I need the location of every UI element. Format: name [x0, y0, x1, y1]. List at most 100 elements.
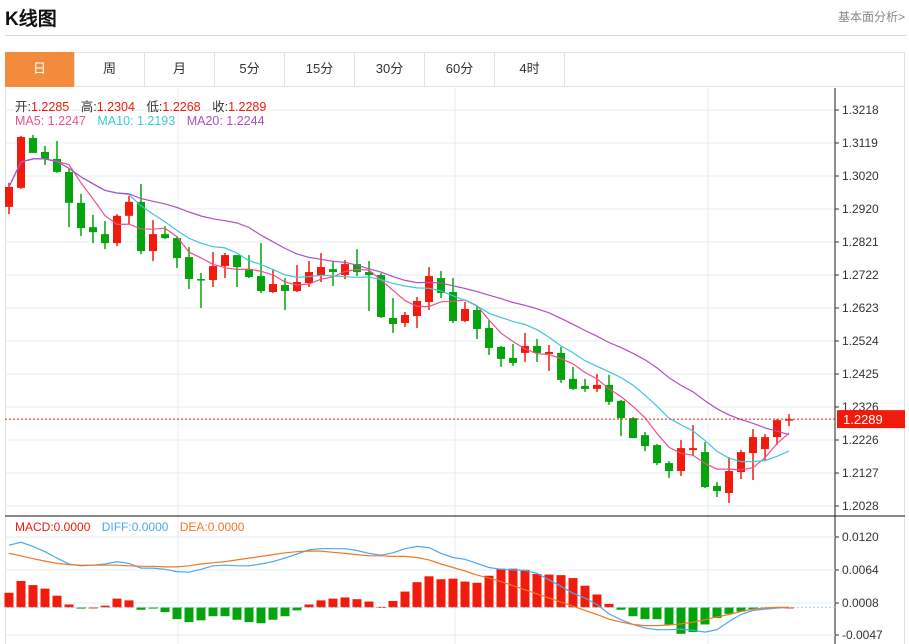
tab-30min[interactable]: 30分 — [355, 52, 425, 87]
candle-body — [533, 345, 541, 353]
candle — [281, 278, 289, 310]
macd-bar — [700, 607, 710, 625]
candle — [353, 249, 361, 277]
candle-body — [773, 420, 781, 438]
candle-body — [653, 445, 661, 464]
candle-body — [377, 275, 385, 317]
macd-bar — [220, 607, 230, 617]
close-label: 收: — [212, 100, 229, 114]
candle-body — [305, 272, 313, 284]
candle — [641, 432, 649, 452]
macd-bar — [4, 592, 14, 608]
candle-body — [173, 238, 181, 259]
candle — [533, 338, 541, 362]
tab-60min[interactable]: 60分 — [425, 52, 495, 87]
candle-body — [293, 282, 301, 292]
candle — [137, 183, 145, 255]
macd-bar — [604, 603, 614, 608]
ohlc-legend: 开:1.2285 高:1.2304 低:1.2268 收:1.2289 — [15, 96, 274, 115]
period-tabs: 日 周 月 5分 15分 30分 60分 4时 — [5, 52, 905, 87]
open-value: 1.2285 — [30, 100, 70, 114]
candle — [773, 419, 781, 446]
macd-bar — [592, 594, 602, 608]
candle — [785, 414, 793, 427]
macd-bar — [52, 595, 62, 608]
fundamental-analysis-link[interactable]: 基本面分析> — [837, 10, 905, 24]
macd-bar — [508, 568, 518, 608]
price-tick-label: 1.2821 — [842, 235, 879, 249]
tab-5min[interactable]: 5分 — [215, 52, 285, 87]
candle — [761, 434, 769, 462]
macd-bar — [268, 607, 278, 620]
candle — [149, 220, 157, 262]
macd-bar — [748, 607, 758, 610]
ma20-legend: MA20: 1.2244 — [186, 114, 265, 128]
candle — [269, 269, 277, 294]
price-tick-label: 1.2920 — [842, 202, 879, 216]
candle-body — [401, 314, 409, 323]
page-title: K线图 — [5, 9, 57, 30]
diff-value: DIFF:0.0000 — [101, 520, 169, 534]
macd-bar — [196, 607, 206, 621]
candle-body — [629, 418, 637, 439]
ma10-legend: MA10: 1.2193 — [97, 114, 176, 128]
tab-15min[interactable]: 15分 — [285, 52, 355, 87]
tab-month[interactable]: 月 — [145, 52, 215, 87]
macd-bar — [208, 607, 218, 617]
macd-bar — [28, 585, 38, 608]
candle — [413, 297, 421, 328]
tab-day[interactable]: 日 — [5, 52, 75, 87]
candle — [473, 306, 481, 339]
ma5-legend: MA5: 1.2247 — [15, 114, 86, 128]
macd-bar — [292, 607, 302, 611]
candle — [485, 319, 493, 355]
candle-body — [725, 471, 733, 494]
candle-body — [161, 234, 169, 239]
candle — [737, 450, 745, 480]
candle — [593, 373, 601, 392]
macd-bar — [424, 576, 434, 608]
macd-tick-label: -0.0047 — [842, 628, 883, 642]
macd-bar — [520, 569, 530, 608]
candle-body — [281, 285, 289, 292]
macd-legend: MACD:0.0000 DIFF:0.0000 DEA:0.0000 — [15, 520, 252, 534]
tab-week[interactable]: 周 — [75, 52, 145, 87]
candle — [245, 255, 253, 279]
candle-body — [617, 400, 625, 419]
candle-body — [557, 352, 565, 380]
price-tick-label: 1.2028 — [842, 499, 879, 513]
candle — [677, 440, 685, 477]
macd-bar — [736, 607, 746, 612]
candle — [389, 298, 397, 333]
dea-value: DEA:0.0000 — [179, 520, 245, 534]
candle-body — [605, 384, 613, 402]
price-tick-label: 1.2524 — [842, 334, 879, 348]
macd-bar — [40, 588, 50, 608]
macd-bar — [676, 607, 686, 634]
diff-line — [8, 541, 790, 633]
macd-bar — [64, 604, 74, 608]
candle-body — [689, 448, 697, 451]
candle — [29, 134, 37, 153]
macd-bar — [160, 607, 170, 613]
candle — [125, 195, 133, 225]
candle-body — [545, 351, 553, 354]
candle — [497, 345, 505, 367]
candle — [437, 271, 445, 299]
tab-4hour[interactable]: 4时 — [495, 52, 565, 87]
macd-bar — [244, 607, 254, 623]
candle — [305, 261, 313, 288]
candle-body — [197, 279, 205, 281]
candle — [629, 417, 637, 439]
macd-bar — [664, 607, 674, 625]
candle — [209, 252, 217, 288]
candle — [545, 344, 553, 371]
candle — [77, 193, 85, 237]
candle-body — [89, 227, 97, 233]
macd-bar — [484, 575, 494, 608]
candle-body — [245, 269, 253, 278]
candle — [461, 302, 469, 322]
candle-body — [449, 292, 457, 321]
price-tick-label: 1.2425 — [842, 367, 879, 381]
